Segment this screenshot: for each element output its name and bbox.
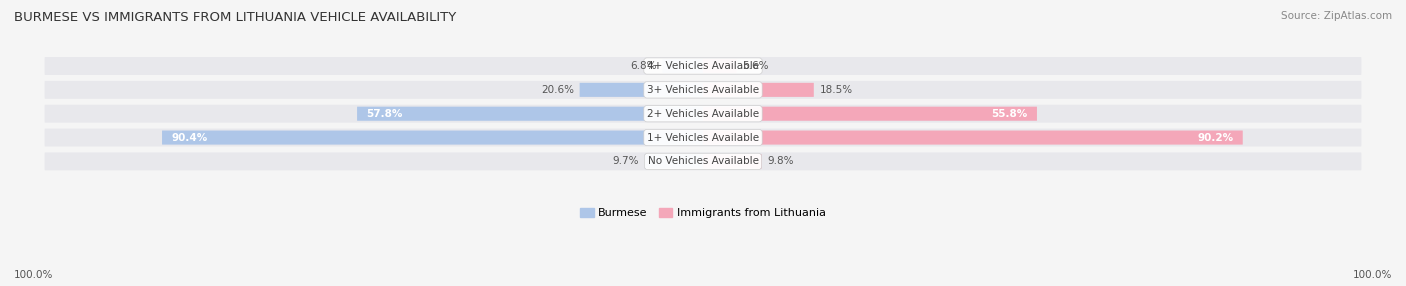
Text: 9.8%: 9.8%	[768, 156, 794, 166]
Text: BURMESE VS IMMIGRANTS FROM LITHUANIA VEHICLE AVAILABILITY: BURMESE VS IMMIGRANTS FROM LITHUANIA VEH…	[14, 11, 457, 24]
FancyBboxPatch shape	[703, 130, 1243, 145]
Text: 57.8%: 57.8%	[366, 109, 402, 119]
Text: 90.4%: 90.4%	[172, 132, 208, 142]
Text: 9.7%: 9.7%	[613, 156, 638, 166]
Text: No Vehicles Available: No Vehicles Available	[648, 156, 758, 166]
Text: 6.8%: 6.8%	[630, 61, 657, 71]
Text: 100.0%: 100.0%	[1353, 270, 1392, 280]
FancyBboxPatch shape	[357, 107, 703, 121]
FancyBboxPatch shape	[579, 83, 703, 97]
FancyBboxPatch shape	[703, 83, 814, 97]
Legend: Burmese, Immigrants from Lithuania: Burmese, Immigrants from Lithuania	[581, 208, 825, 218]
Text: 18.5%: 18.5%	[820, 85, 853, 95]
Text: 3+ Vehicles Available: 3+ Vehicles Available	[647, 85, 759, 95]
Text: 4+ Vehicles Available: 4+ Vehicles Available	[647, 61, 759, 71]
FancyBboxPatch shape	[662, 59, 703, 73]
FancyBboxPatch shape	[45, 57, 1361, 75]
FancyBboxPatch shape	[45, 152, 1361, 170]
Text: 100.0%: 100.0%	[14, 270, 53, 280]
FancyBboxPatch shape	[703, 107, 1038, 121]
Text: Source: ZipAtlas.com: Source: ZipAtlas.com	[1281, 11, 1392, 21]
Text: 2+ Vehicles Available: 2+ Vehicles Available	[647, 109, 759, 119]
FancyBboxPatch shape	[703, 59, 737, 73]
Text: 20.6%: 20.6%	[541, 85, 574, 95]
FancyBboxPatch shape	[645, 154, 703, 168]
FancyBboxPatch shape	[45, 81, 1361, 99]
Text: 1+ Vehicles Available: 1+ Vehicles Available	[647, 132, 759, 142]
FancyBboxPatch shape	[45, 105, 1361, 123]
FancyBboxPatch shape	[703, 154, 762, 168]
Text: 90.2%: 90.2%	[1198, 132, 1233, 142]
Text: 55.8%: 55.8%	[991, 109, 1028, 119]
Text: 5.6%: 5.6%	[742, 61, 769, 71]
FancyBboxPatch shape	[162, 130, 703, 145]
FancyBboxPatch shape	[45, 129, 1361, 146]
